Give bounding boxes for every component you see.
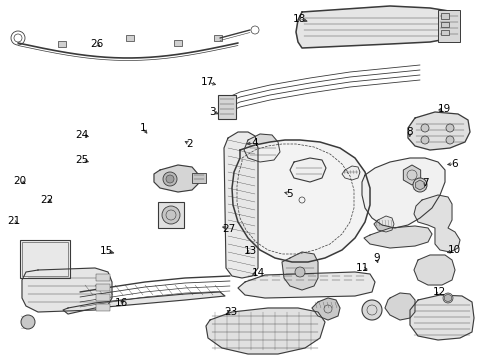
Circle shape bbox=[162, 206, 180, 224]
Bar bbox=[58, 41, 66, 47]
Text: 18: 18 bbox=[292, 14, 305, 24]
Polygon shape bbox=[231, 140, 369, 262]
Polygon shape bbox=[407, 112, 469, 150]
Circle shape bbox=[163, 172, 177, 186]
Bar bbox=[437, 10, 459, 42]
Text: 7: 7 bbox=[421, 178, 428, 188]
Circle shape bbox=[165, 175, 174, 183]
Circle shape bbox=[445, 136, 453, 144]
Polygon shape bbox=[373, 216, 393, 232]
Polygon shape bbox=[413, 195, 459, 252]
Bar bbox=[440, 22, 448, 27]
Text: 10: 10 bbox=[447, 245, 460, 255]
Polygon shape bbox=[361, 158, 444, 228]
Polygon shape bbox=[282, 252, 317, 290]
Text: 27: 27 bbox=[222, 224, 235, 234]
Polygon shape bbox=[224, 132, 258, 278]
Text: 5: 5 bbox=[285, 189, 292, 199]
Text: 22: 22 bbox=[40, 195, 53, 205]
Polygon shape bbox=[384, 293, 414, 320]
Polygon shape bbox=[295, 6, 459, 48]
Circle shape bbox=[442, 293, 452, 303]
Text: 12: 12 bbox=[431, 287, 445, 297]
Text: 9: 9 bbox=[372, 253, 379, 264]
Polygon shape bbox=[238, 272, 374, 298]
Text: 13: 13 bbox=[243, 246, 257, 256]
Polygon shape bbox=[205, 308, 325, 354]
Text: 20: 20 bbox=[13, 176, 26, 186]
Bar bbox=[214, 35, 222, 41]
Polygon shape bbox=[63, 292, 224, 314]
Text: 4: 4 bbox=[250, 138, 257, 148]
Polygon shape bbox=[341, 166, 359, 180]
Circle shape bbox=[361, 300, 381, 320]
Text: 8: 8 bbox=[406, 127, 412, 138]
Bar bbox=[96, 294, 110, 301]
Bar bbox=[158, 202, 183, 228]
Bar bbox=[174, 40, 182, 46]
Bar bbox=[22, 242, 68, 276]
Text: 16: 16 bbox=[114, 298, 128, 308]
Text: 6: 6 bbox=[450, 159, 457, 169]
Text: 19: 19 bbox=[436, 104, 450, 114]
Text: 14: 14 bbox=[251, 268, 264, 278]
Text: 25: 25 bbox=[75, 155, 89, 165]
Bar bbox=[218, 95, 236, 119]
Circle shape bbox=[445, 124, 453, 132]
Circle shape bbox=[420, 124, 428, 132]
Polygon shape bbox=[413, 255, 454, 285]
Polygon shape bbox=[311, 298, 339, 320]
Text: 17: 17 bbox=[201, 77, 214, 87]
Bar bbox=[96, 304, 110, 311]
Bar bbox=[96, 274, 110, 281]
Bar bbox=[20, 240, 70, 278]
Text: 24: 24 bbox=[75, 130, 89, 140]
Polygon shape bbox=[363, 226, 431, 248]
Text: 3: 3 bbox=[209, 107, 216, 117]
Circle shape bbox=[420, 136, 428, 144]
Text: 2: 2 bbox=[186, 139, 193, 149]
Text: 1: 1 bbox=[139, 123, 146, 133]
Bar bbox=[96, 284, 110, 291]
Circle shape bbox=[412, 178, 426, 192]
Text: 11: 11 bbox=[355, 263, 369, 273]
Circle shape bbox=[21, 315, 35, 329]
Text: 23: 23 bbox=[224, 307, 237, 318]
Bar bbox=[440, 30, 448, 35]
Polygon shape bbox=[244, 134, 280, 162]
Bar bbox=[440, 13, 448, 19]
Polygon shape bbox=[289, 158, 325, 182]
Polygon shape bbox=[22, 268, 112, 312]
Bar bbox=[126, 35, 134, 41]
Text: 26: 26 bbox=[90, 39, 103, 49]
Bar bbox=[192, 173, 205, 183]
Text: 15: 15 bbox=[100, 246, 113, 256]
Circle shape bbox=[294, 267, 305, 277]
Polygon shape bbox=[409, 295, 473, 340]
Text: 21: 21 bbox=[7, 216, 20, 226]
Polygon shape bbox=[154, 165, 198, 192]
